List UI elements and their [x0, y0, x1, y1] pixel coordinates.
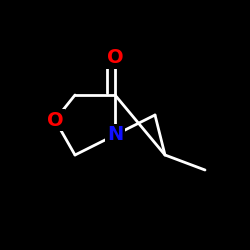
Text: O: O [107, 48, 123, 67]
Text: O: O [47, 110, 63, 130]
Text: N: N [107, 126, 123, 144]
